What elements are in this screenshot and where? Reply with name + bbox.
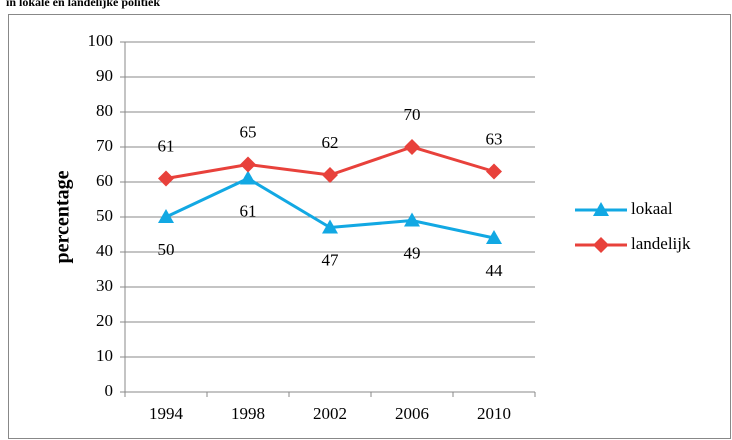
y-tick-label: 70 — [96, 136, 113, 155]
data-point — [322, 167, 338, 183]
y-tick-label: 20 — [96, 311, 113, 330]
chart-frame — [8, 14, 731, 439]
data-point — [240, 156, 256, 173]
data-point — [158, 209, 174, 223]
data-point — [486, 163, 502, 180]
data-label: 62 — [322, 133, 339, 152]
y-tick-label: 0 — [105, 381, 114, 400]
y-tick-label: 80 — [96, 101, 113, 120]
data-label: 61 — [240, 201, 257, 220]
data-point — [404, 212, 420, 227]
y-tick-label: 40 — [96, 241, 113, 260]
x-tick-label: 2006 — [395, 404, 429, 423]
x-tick-label: 2010 — [477, 404, 511, 423]
y-axis-label: percentage — [52, 170, 74, 263]
y-tick-label: 10 — [96, 346, 113, 365]
y-tick-label: 100 — [88, 31, 114, 50]
y-tick-label: 60 — [96, 171, 113, 190]
data-point — [486, 230, 502, 244]
legend-marker — [593, 202, 609, 216]
y-tick-label: 90 — [96, 66, 113, 85]
data-label: 65 — [240, 122, 257, 141]
data-label: 61 — [158, 136, 175, 155]
data-label: 70 — [404, 105, 421, 124]
legend-marker — [593, 237, 609, 253]
x-tick-label: 1994 — [149, 404, 184, 423]
y-tick-label: 50 — [96, 206, 113, 225]
data-point — [322, 219, 338, 234]
legend-label: lokaal — [631, 199, 673, 218]
data-label: 63 — [486, 129, 503, 148]
data-point — [158, 170, 174, 187]
data-point — [404, 139, 420, 155]
y-tick-label: 30 — [96, 276, 113, 295]
data-label: 47 — [322, 250, 340, 269]
data-point — [240, 170, 256, 185]
data-label: 44 — [486, 261, 504, 280]
x-tick-label: 2002 — [313, 404, 347, 423]
data-label: 50 — [158, 240, 175, 259]
data-label: 49 — [404, 243, 421, 262]
chart-title: in lokale en landelijke politiek — [6, 0, 160, 9]
x-tick-label: 1998 — [231, 404, 265, 423]
legend-label: landelijk — [631, 234, 691, 253]
